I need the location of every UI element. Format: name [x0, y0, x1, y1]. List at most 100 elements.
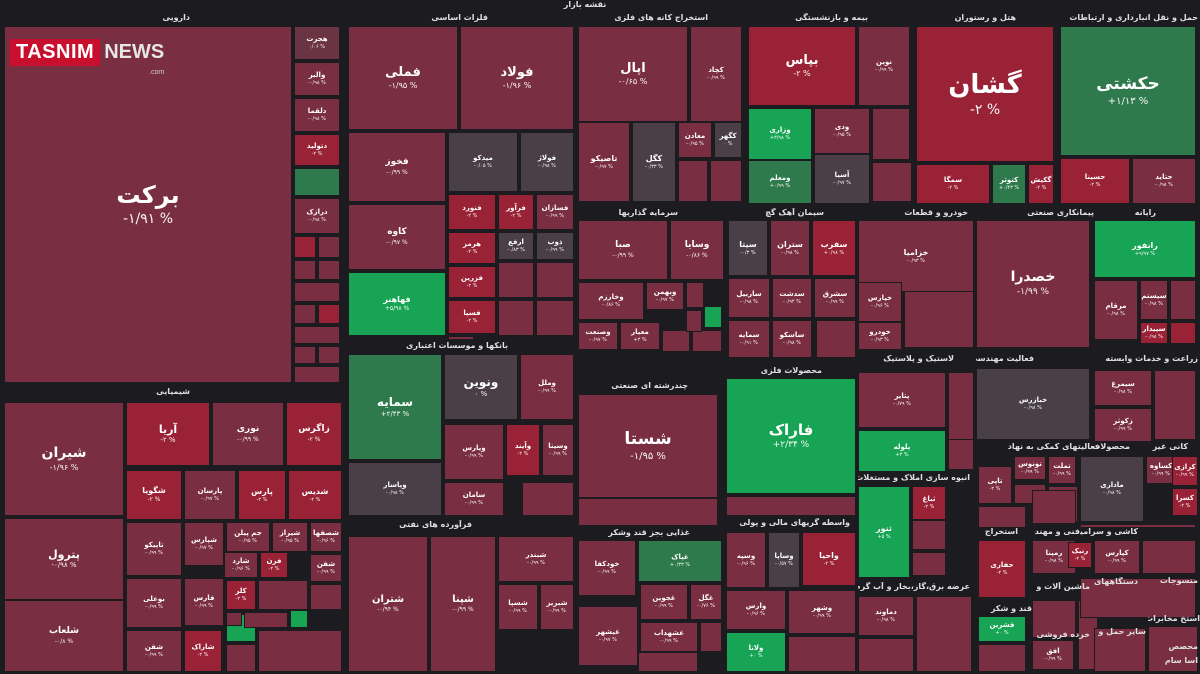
stock-tile[interactable]: شپارس -۰/۹۷ % — [184, 522, 224, 566]
stock-tile[interactable]: نوین -۰/۹۹ % — [858, 26, 910, 106]
stock-tile[interactable]: دتولید -۲ % — [294, 134, 340, 166]
stock-tile[interactable]: کتوثر +۰/۴۳ % — [992, 164, 1026, 204]
stock-tile[interactable]: فاراک +۲/۳۴ % — [726, 378, 856, 494]
stock-tile-unlabeled[interactable] — [704, 306, 722, 328]
stock-tile[interactable]: شاراک -۲ % — [184, 630, 222, 672]
stock-tile-unlabeled[interactable] — [788, 636, 856, 672]
stock-tile-unlabeled[interactable] — [686, 282, 704, 308]
stock-tile[interactable]: شیراز -۰/۹۵ % — [272, 522, 308, 552]
stock-tile-unlabeled[interactable] — [318, 236, 340, 258]
stock-tile[interactable]: آریا -۲ % — [126, 402, 210, 466]
stock-tile-unlabeled[interactable] — [978, 644, 1026, 672]
stock-tile-unlabeled[interactable] — [1080, 578, 1196, 618]
stock-tile[interactable]: تاپی -۲ % — [978, 466, 1012, 504]
stock-tile-unlabeled[interactable] — [226, 612, 242, 626]
stock-tile-unlabeled[interactable] — [686, 310, 702, 332]
stock-tile-unlabeled[interactable] — [1080, 524, 1196, 528]
stock-tile[interactable]: معیار +۳ % — [620, 322, 660, 350]
stock-tile-unlabeled[interactable] — [226, 644, 256, 672]
stock-tile[interactable]: ولانا +۰ % — [726, 632, 786, 672]
stock-tile[interactable]: گکیش -۲ % — [1028, 164, 1054, 204]
stock-tile[interactable]: شدیس -۲ % — [288, 470, 342, 520]
stock-tile[interactable]: تملت -۰/۹۹ % — [1048, 456, 1076, 484]
stock-tile[interactable]: شپنا -۰/۹۹ % — [430, 536, 496, 672]
stock-tile[interactable]: وشهر -۰/۹۹ % — [788, 590, 856, 634]
stock-tile[interactable]: آسیا -۰/۹۷ % — [814, 154, 870, 204]
stock-tile-unlabeled[interactable] — [294, 260, 316, 280]
stock-tile-unlabeled[interactable] — [294, 326, 340, 344]
stock-tile-unlabeled[interactable] — [912, 520, 946, 550]
stock-tile-unlabeled[interactable] — [536, 262, 574, 298]
stock-tile[interactable]: هجرت ۰/۰۶ % — [294, 26, 340, 60]
stock-tile[interactable]: میدکو -۰/۰۵ % — [448, 132, 518, 192]
stock-tile[interactable]: واحیا -۲ % — [802, 532, 856, 586]
stock-tile[interactable]: ارفع -۰/۸۳ % — [498, 232, 534, 260]
stock-tile[interactable]: شبندر -۰/۹۹ % — [498, 536, 574, 582]
stock-tile[interactable]: وارس -۰/۹۶ % — [726, 590, 786, 630]
stock-tile[interactable]: حکشتی +۱/۱۳ % — [1060, 26, 1196, 156]
stock-tile-unlabeled[interactable] — [290, 610, 308, 628]
stock-tile[interactable]: شسپا -۰/۹۹ % — [498, 584, 538, 630]
stock-tile[interactable]: هرمز -۲ % — [448, 232, 496, 264]
stock-tile[interactable]: ثباغ -۲ % — [912, 486, 946, 520]
stock-tile-unlabeled[interactable] — [1170, 280, 1196, 320]
stock-tile[interactable]: تونوس -۰/۹۹ % — [1014, 456, 1046, 480]
stock-tile[interactable]: ویارس -۰/۹۹ % — [444, 424, 504, 480]
stock-tile[interactable]: دماوند -۰/۹۸ % — [858, 596, 914, 636]
stock-tile-unlabeled[interactable] — [294, 236, 316, 258]
stock-tile-unlabeled[interactable] — [872, 162, 912, 202]
stock-tile[interactable]: سپیدار -۰/۹۸ % — [1140, 322, 1168, 344]
stock-tile[interactable]: کگهر ۰ % — [714, 122, 742, 158]
stock-tile[interactable]: فنورد -۲ % — [448, 194, 496, 230]
stock-tile-unlabeled[interactable] — [498, 300, 534, 336]
stock-tile[interactable]: فخوز -۰/۹۹ % — [348, 132, 446, 202]
stock-tile[interactable]: تاصیکو -۰/۹۷ % — [578, 122, 630, 202]
stock-tile-unlabeled[interactable] — [498, 262, 534, 298]
stock-tile[interactable]: والبر -۰/۹۸ % — [294, 62, 340, 96]
stock-tile[interactable]: پتایر -۰/۷۹ % — [858, 372, 946, 428]
stock-tile-unlabeled[interactable] — [244, 612, 288, 628]
stock-tile[interactable]: پارسان -۰/۹۷ % — [184, 470, 236, 520]
stock-tile[interactable]: شفن -۰/۹۹ % — [310, 554, 342, 582]
stock-tile[interactable]: غیشهر -۰/۹۷ % — [578, 606, 638, 666]
stock-tile-unlabeled[interactable] — [448, 336, 474, 340]
stock-tile[interactable]: ثنور +۵ % — [858, 486, 910, 578]
stock-tile[interactable]: ساسکو -۰/۹۸ % — [772, 320, 812, 358]
stock-tile[interactable]: خودرو -۰/۹۳ % — [858, 322, 902, 350]
stock-tile[interactable]: شیران -۱/۹۶ % — [4, 402, 124, 516]
stock-tile[interactable]: کگل -۰/۳۳ % — [632, 122, 676, 202]
stock-tile[interactable]: گشان -۲ % — [916, 26, 1054, 162]
stock-tile-unlabeled[interactable] — [1142, 540, 1196, 574]
stock-tile[interactable]: شستا -۱/۹۵ % — [578, 394, 718, 498]
stock-tile[interactable]: شارد -۰/۹۶ % — [224, 552, 258, 578]
stock-tile[interactable]: سمایه -۰/۹۱ % — [728, 320, 770, 358]
stock-tile[interactable]: فهاهنر +۵/۹۸ % — [348, 272, 446, 336]
stock-tile[interactable]: شفن -۰/۹۹ % — [126, 630, 182, 672]
stock-tile[interactable] — [294, 168, 340, 196]
stock-tile[interactable]: فسازان -۰/۹۹ % — [536, 194, 574, 230]
stock-tile-unlabeled[interactable] — [872, 108, 910, 160]
stock-tile[interactable]: فرآور -۲ % — [498, 194, 534, 230]
stock-tile-unlabeled[interactable] — [294, 346, 316, 364]
stock-tile[interactable]: حتاید -۰/۹۸ % — [1132, 158, 1196, 204]
stock-tile[interactable]: خزامیا -۰/۹۳ % — [858, 220, 974, 292]
stock-tile[interactable]: وآیند -۲ % — [506, 424, 540, 476]
stock-tile[interactable]: فسپا -۲ % — [448, 300, 496, 334]
stock-tile[interactable]: فارس -۰/۹۹ % — [184, 578, 224, 626]
stock-tile[interactable]: شگویا -۲ % — [126, 470, 182, 520]
stock-tile[interactable]: ذوب -۰/۹۹ % — [536, 232, 574, 260]
stock-tile-unlabeled[interactable] — [710, 160, 742, 202]
stock-tile[interactable]: کلر -۲ % — [226, 580, 256, 610]
stock-tile[interactable]: مرقام -۰/۹۸ % — [1094, 280, 1138, 340]
stock-tile-unlabeled[interactable] — [318, 346, 340, 364]
stock-tile-unlabeled[interactable] — [294, 366, 340, 383]
stock-tile-unlabeled[interactable] — [858, 638, 914, 672]
stock-tile-unlabeled[interactable] — [692, 330, 722, 352]
stock-tile[interactable]: حسینا -۲ % — [1060, 158, 1130, 204]
stock-tile[interactable]: اپال -۰/۶۵ % — [578, 26, 688, 122]
stock-tile[interactable]: سامان -۰/۹۹ % — [444, 482, 504, 516]
stock-tile[interactable]: ونوین ۰ % — [444, 354, 518, 420]
stock-tile[interactable]: فرن -۲ % — [260, 552, 288, 578]
stock-tile[interactable]: غجوین -۰/۹۹ % — [640, 584, 688, 620]
stock-tile[interactable]: سفرب +۰/۹۸ % — [812, 220, 856, 276]
